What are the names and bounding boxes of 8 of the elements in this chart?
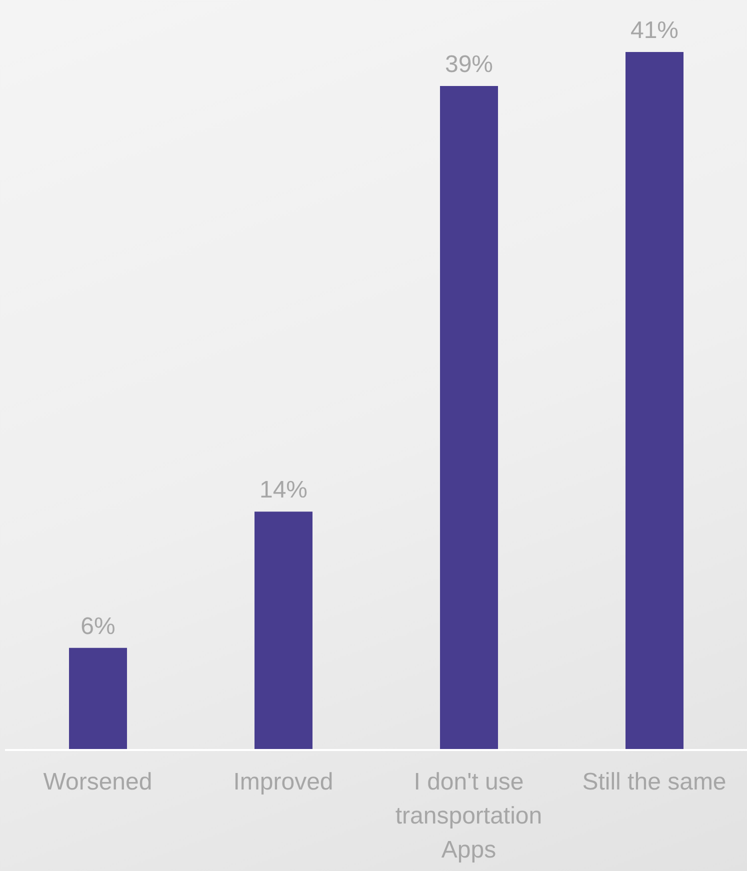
x-tick-label: I don't use transportation Apps (395, 768, 542, 864)
x-tick-label: Still the same (582, 768, 726, 796)
data-label: 14% (259, 476, 308, 504)
x-tick-label: Improved (233, 768, 334, 796)
data-label: 6% (80, 612, 116, 640)
data-label: 41% (630, 17, 679, 44)
data-label: 39% (444, 51, 494, 78)
x-tick-label: Worsened (43, 768, 152, 796)
